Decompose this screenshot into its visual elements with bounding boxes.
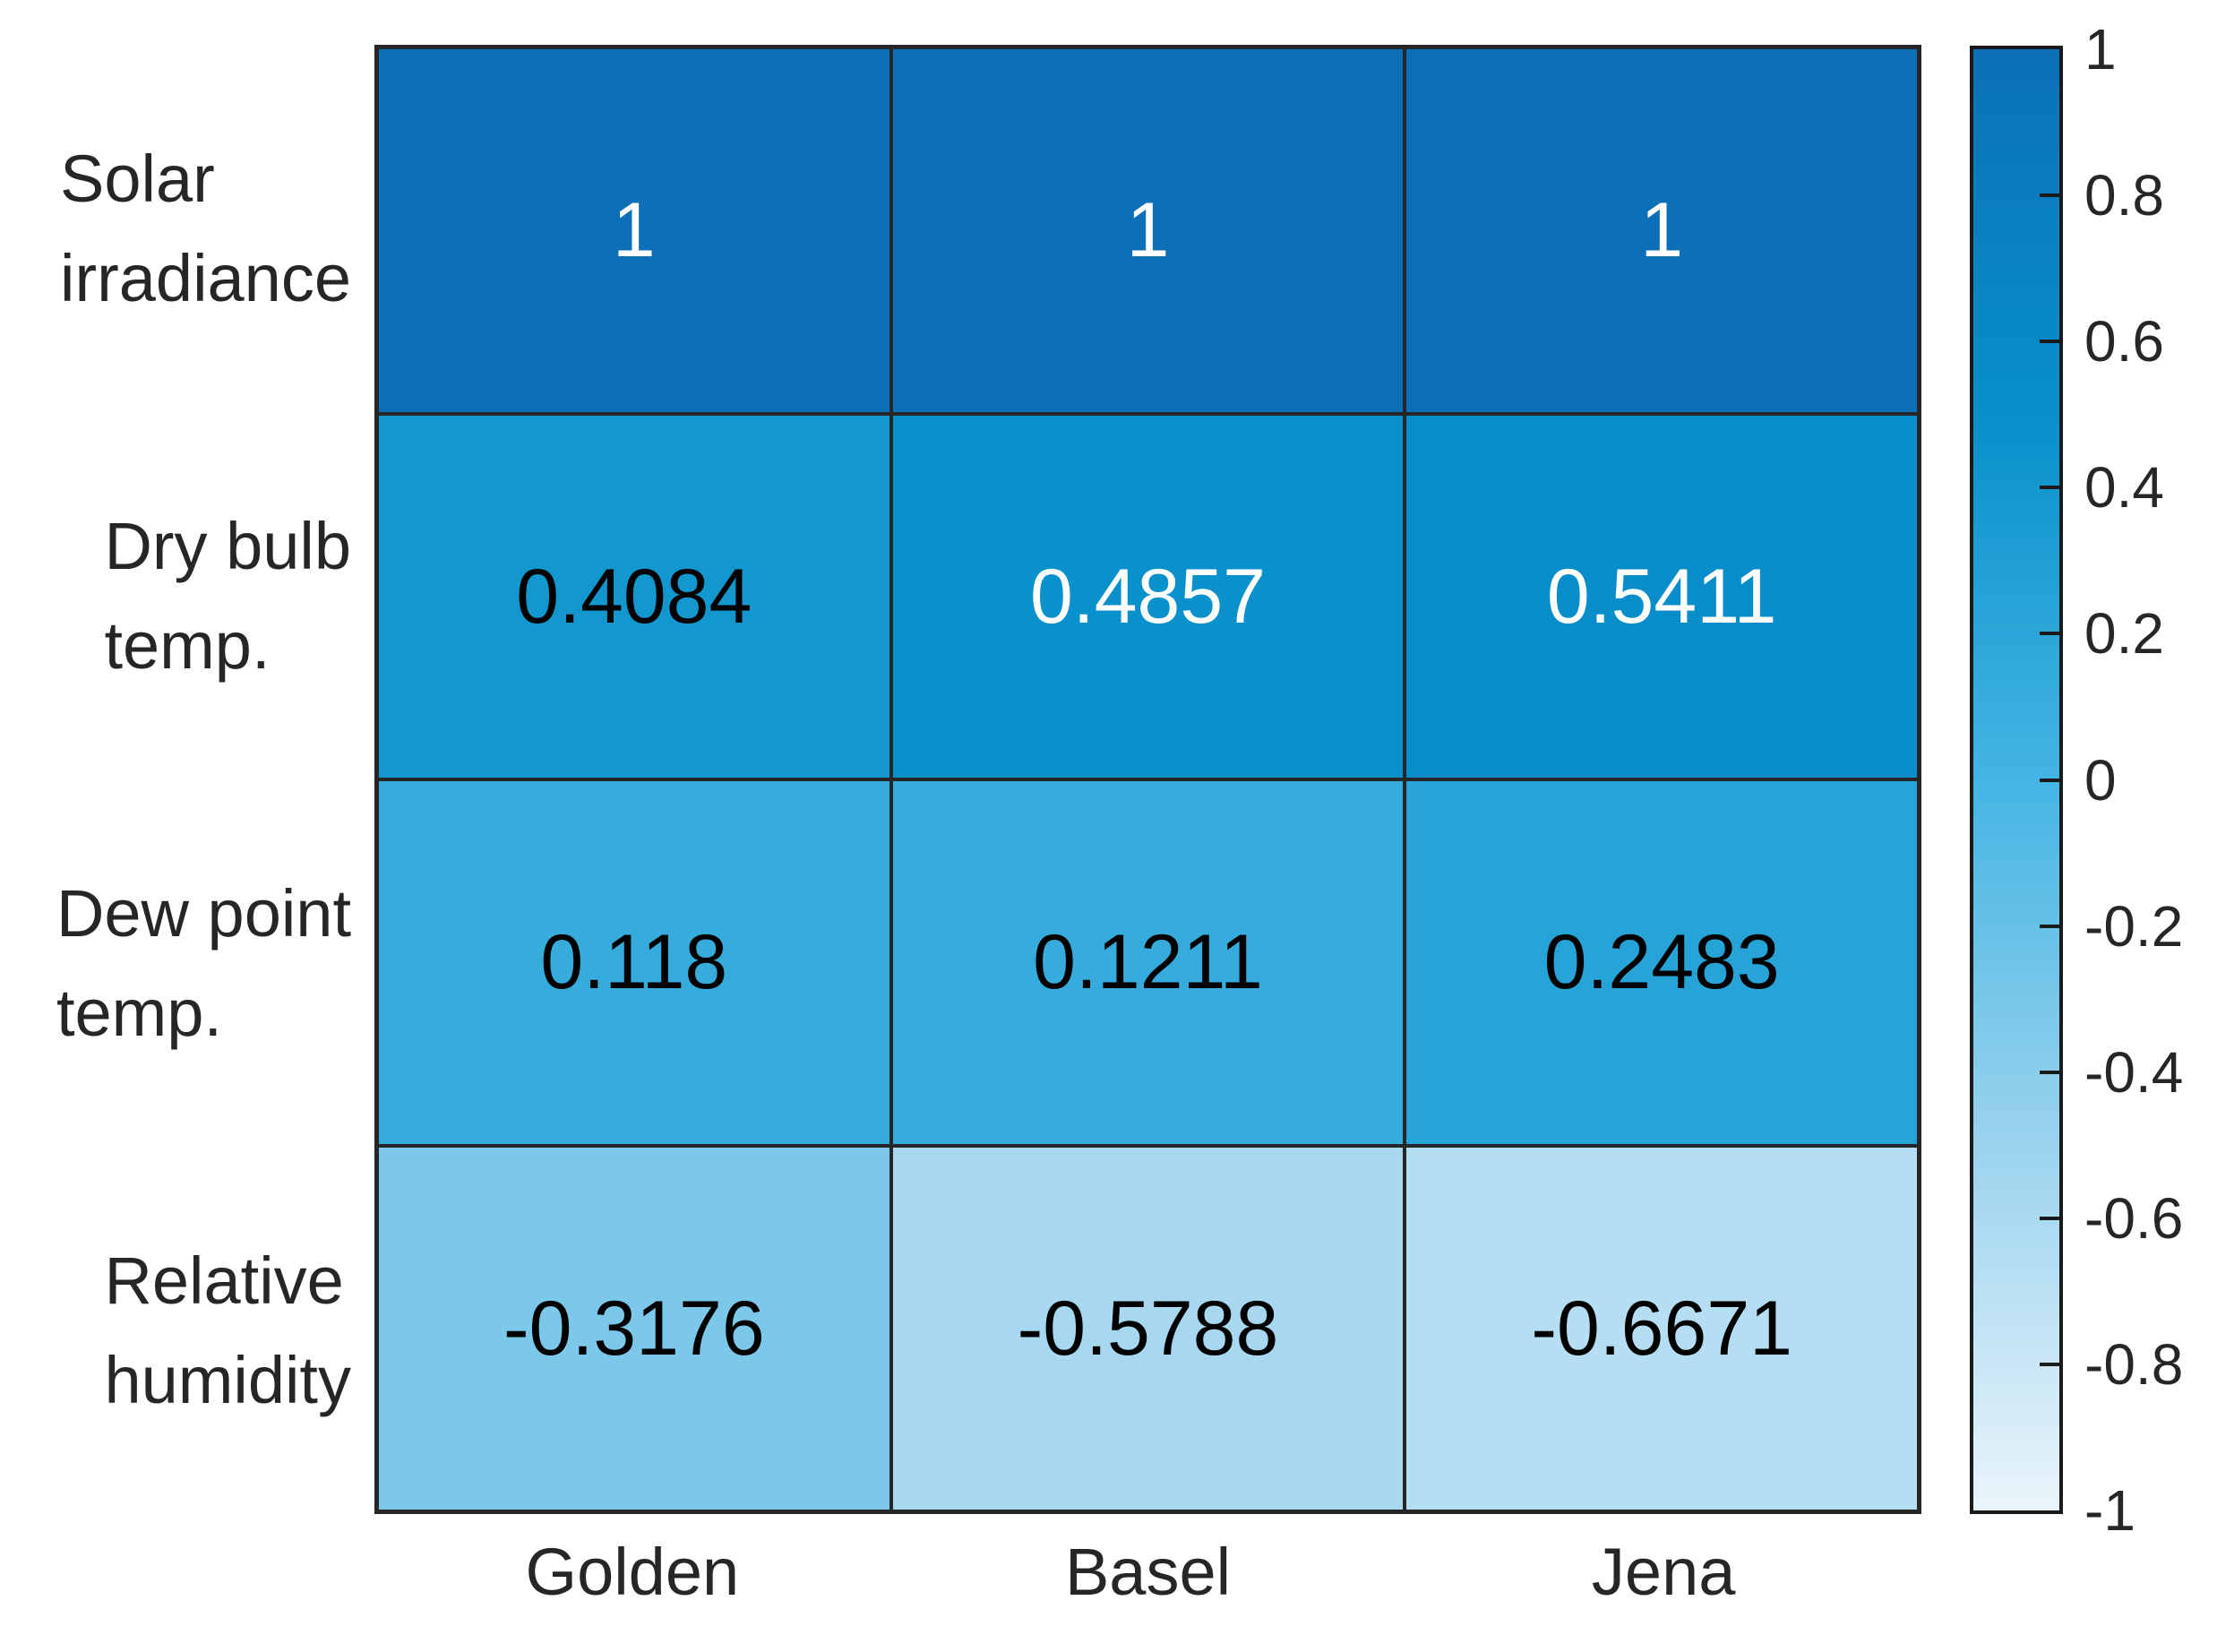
colorbar-tick-label-3: 0.4 [2084,455,2164,521]
colorbar-tick-mark [2040,1216,2059,1220]
heatmap-cell-value: 1 [612,187,656,274]
colorbar-tick-mark [2040,778,2059,782]
colorbar-tick-label-0: 1 [2084,17,2117,82]
y-tick-label-line: humidity [104,1343,351,1417]
heatmap-cell-value: -0.3176 [503,1285,765,1372]
colorbar-tick-label-6: -0.2 [2084,893,2184,959]
x-tick-label-2: Jena [1591,1535,1736,1609]
y-tick-label-line: Relative [104,1243,344,1318]
heatmap-cell-r0-c0: 1 [379,49,889,412]
x-tick-label-0: Golden [525,1535,740,1609]
heatmap-cell-r0-c1: 1 [892,49,1404,412]
y-tick-label-line: temp. [104,608,271,683]
y-tick-label-line: Dry bulb [104,509,351,583]
heatmap-cell-r2-c0: 0.118 [379,781,889,1144]
y-tick-label-1: Dry bulb temp. [104,496,351,695]
heatmap-cell-r0-c2: 1 [1406,49,1917,412]
colorbar-tick-label-9: -0.8 [2084,1331,2184,1397]
colorbar-tick-label-5: 0 [2084,747,2117,813]
heatmap-cell-r1-c1: 0.4857 [892,415,1404,778]
colorbar-tick-mark [2040,632,2059,636]
heatmap-cell-r3-c2: -0.6671 [1406,1147,1917,1510]
y-tick-label-line: Solar [60,142,215,216]
y-tick-label-0: Solar irradiance [60,129,351,328]
x-tick-label-1: Basel [1064,1535,1232,1609]
colorbar-tick-mark [2040,1070,2059,1074]
heatmap-cell-value: 0.2483 [1543,919,1780,1006]
colorbar-tick-mark [2040,194,2059,198]
heatmap-cell-r2-c2: 0.2483 [1406,781,1917,1144]
heatmap-cell-value: -0.5788 [1017,1285,1279,1372]
heatmap-cell-r3-c1: -0.5788 [892,1147,1404,1510]
colorbar-tick-label-2: 0.6 [2084,309,2164,374]
colorbar-tick-mark [2040,1362,2059,1366]
y-tick-label-3: Relative humidity [104,1231,351,1430]
colorbar-tick-label-4: 0.2 [2084,601,2164,667]
colorbar-tick-mark [2040,340,2059,344]
heatmap-cell-value: 0.118 [540,919,728,1006]
heatmap-cell-r2-c1: 0.1211 [892,781,1404,1144]
y-tick-label-line: irradiance [60,241,351,315]
heatmap-cell-value: 0.4084 [516,553,752,640]
colorbar-tick-label-8: -0.6 [2084,1185,2184,1251]
heatmap-cell-r3-c0: -0.3176 [379,1147,889,1510]
heatmap-cell-r1-c0: 0.4084 [379,415,889,778]
colorbar-tick-label-7: -0.4 [2084,1039,2184,1105]
colorbar-tick-mark [2040,924,2059,928]
colorbar [1970,46,2063,1514]
heatmap-cell-value: 1 [1640,187,1684,274]
heatmap-cell-value: 1 [1126,187,1170,274]
colorbar-tick-label-10: -1 [2084,1478,2135,1543]
heatmap-cell-value: 0.5411 [1546,553,1777,640]
heatmap-cell-r1-c2: 0.5411 [1406,415,1917,778]
y-tick-label-line: Dew point [56,876,351,951]
y-tick-label-2: Dew point temp. [56,864,351,1063]
y-tick-label-line: temp. [56,976,223,1050]
heatmap-cell-value: 0.4857 [1029,553,1267,640]
colorbar-tick-mark [2040,486,2059,490]
heatmap-grid: 1 1 1 0.4084 0.4857 0.5411 0.118 0.1211 0.2483 -0… [374,45,1921,1514]
colorbar-tick-label-1: 0.8 [2084,163,2164,228]
heatmap-cell-value: 0.1211 [1033,919,1263,1006]
heatmap-cell-value: -0.6671 [1531,1285,1792,1372]
